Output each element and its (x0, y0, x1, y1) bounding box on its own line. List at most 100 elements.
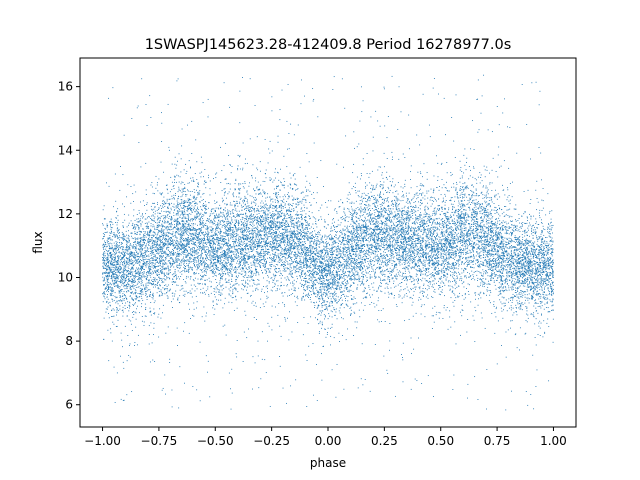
data-point (455, 252, 457, 254)
data-point (287, 222, 289, 224)
data-point (534, 278, 535, 279)
data-point (176, 241, 178, 243)
data-point (317, 290, 319, 292)
data-point (434, 214, 436, 216)
data-point (164, 203, 166, 205)
data-point (416, 270, 418, 272)
data-point (331, 301, 333, 303)
data-point (355, 256, 356, 258)
data-point (528, 251, 530, 253)
data-point (152, 226, 154, 228)
data-point (232, 227, 233, 228)
data-point (274, 223, 276, 225)
data-point (400, 212, 402, 214)
data-point (126, 239, 127, 241)
data-point (346, 247, 348, 249)
data-point (148, 254, 150, 256)
data-point (279, 245, 281, 247)
data-point (323, 245, 325, 247)
data-point (402, 342, 404, 344)
data-point (281, 235, 283, 237)
data-point (409, 211, 411, 213)
data-point (143, 268, 145, 270)
data-point (134, 246, 136, 248)
data-point (273, 224, 275, 226)
data-point (194, 197, 196, 198)
data-point (140, 166, 142, 168)
data-point (489, 283, 491, 285)
data-point (373, 232, 375, 233)
data-point (354, 258, 356, 260)
data-point (341, 264, 343, 266)
data-point (327, 255, 329, 257)
data-point (206, 232, 208, 234)
data-point (367, 240, 369, 241)
data-point (105, 271, 107, 273)
data-point (208, 238, 210, 240)
data-point (450, 326, 452, 328)
data-point (185, 270, 187, 272)
data-point (313, 259, 315, 261)
data-point (402, 246, 404, 248)
data-point (483, 212, 485, 214)
data-point (350, 253, 352, 255)
data-point (125, 278, 126, 279)
data-point (274, 201, 276, 203)
data-point (535, 288, 537, 290)
data-point (243, 238, 245, 240)
data-point (545, 265, 547, 267)
data-point (127, 253, 129, 255)
data-point (412, 212, 414, 214)
data-point (165, 268, 167, 270)
data-point (170, 262, 172, 264)
data-point (329, 257, 330, 259)
data-point (540, 236, 542, 237)
data-point (544, 270, 546, 272)
data-point (219, 228, 221, 230)
data-point (411, 199, 413, 201)
data-point (161, 273, 162, 275)
data-point (428, 288, 430, 289)
data-point (377, 233, 379, 235)
data-point (508, 271, 510, 273)
data-point (249, 233, 251, 234)
data-point (417, 219, 419, 221)
data-point (522, 281, 523, 283)
data-point (233, 231, 235, 233)
data-point (439, 229, 440, 231)
data-point (119, 300, 121, 302)
data-point (429, 283, 431, 285)
data-point (453, 186, 455, 188)
data-point (179, 233, 181, 235)
data-point (472, 235, 474, 237)
data-point (382, 208, 384, 210)
data-point (420, 220, 422, 222)
data-point (161, 278, 163, 280)
data-point (422, 239, 423, 241)
data-point (215, 239, 217, 241)
data-point (184, 248, 186, 250)
data-point (480, 217, 482, 219)
data-point (505, 266, 506, 268)
data-point (455, 297, 457, 299)
data-point (324, 269, 326, 271)
data-point (204, 234, 206, 236)
data-point (189, 232, 190, 234)
data-point (136, 259, 138, 261)
data-point (429, 251, 431, 252)
data-point (209, 254, 211, 256)
data-point (291, 217, 293, 219)
data-point (417, 281, 419, 283)
data-point (147, 238, 149, 240)
data-point (243, 222, 245, 224)
data-point (364, 227, 366, 229)
data-point (370, 239, 372, 241)
data-point (384, 223, 386, 225)
data-point (410, 171, 412, 173)
data-point (357, 228, 359, 230)
data-point (156, 242, 158, 244)
data-point (271, 277, 273, 279)
data-point (117, 303, 119, 305)
data-point (289, 244, 291, 246)
data-point (499, 220, 501, 222)
